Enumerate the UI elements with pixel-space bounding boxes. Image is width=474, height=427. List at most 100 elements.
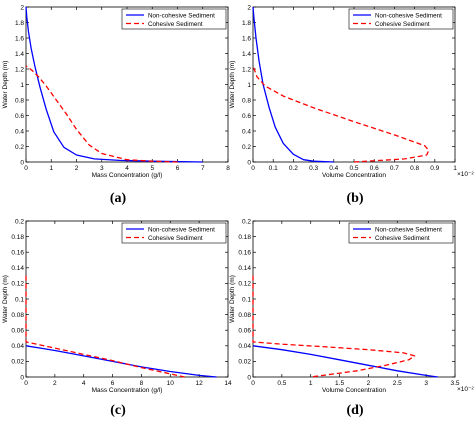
x-tick-label: 0.2 [289, 165, 298, 172]
legend-label: Non-cohesive Sediment [375, 226, 442, 233]
y-tick-label: 0.6 [242, 113, 251, 120]
y-tick-label: 1.4 [242, 51, 251, 58]
x-tick-label: 3 [100, 165, 104, 172]
legend-d: Non-cohesive Sediment Cohesive Sediment [348, 222, 454, 244]
series-line-non-cohesive [25, 6, 203, 163]
y-tick-label: 0.2 [15, 144, 24, 151]
legend-label: Cohesive Sediment [375, 235, 430, 242]
y-tick-label: 1.6 [242, 35, 251, 42]
x-tick-label: 8 [140, 380, 144, 387]
y-tick-label: 1.2 [242, 66, 251, 73]
y-tick-label: 0.8 [15, 97, 24, 104]
caption-a: (a) [109, 191, 127, 206]
x-tick-label: 3.5 [450, 380, 459, 387]
y-tick-label: 0.4 [15, 128, 24, 135]
y-tick-label: 0.8 [242, 97, 251, 104]
series-line-non-cohesive [25, 345, 217, 378]
y-tick-label: 0.4 [242, 128, 251, 135]
plot-area-a [25, 6, 229, 163]
y-tick-label: 0.18 [11, 234, 24, 241]
legend-a: Non-cohesive Sediment Cohesive Sediment [121, 8, 227, 30]
x-tick-label: 2 [367, 380, 371, 387]
y-tick-label: 0.08 [11, 312, 24, 319]
x-tick-label: 0 [24, 380, 28, 387]
caption-c: (c) [110, 403, 126, 418]
y-tick-label: 2 [20, 4, 24, 11]
y-tick-label: 0.04 [11, 343, 24, 350]
panel-d: 0 0.5 1 1.5 2 2.5 3 3.5 0 0.02 0.04 0.06 0.08 0.1 0.12… [229, 218, 474, 394]
x-tick-label: 4 [125, 165, 129, 172]
y-tick-label: 0 [247, 159, 251, 166]
x-tick-label: 2 [53, 380, 57, 387]
x-tick-label: 0.5 [349, 165, 358, 172]
x-tick-label: 0.4 [329, 165, 338, 172]
y-tick-label: 0.16 [11, 250, 24, 257]
legend-label: Cohesive Sediment [148, 21, 203, 28]
x-tick-label: 5 [150, 165, 154, 172]
x-axis-label: Mass Concentration (g/l) [92, 387, 163, 394]
y-tick-label: 0.16 [238, 250, 251, 257]
legend-label: Cohesive Sediment [375, 21, 430, 28]
series-line-cohesive [252, 275, 416, 378]
y-tick-label: 0.1 [15, 296, 24, 303]
x-tick-label: 4 [82, 380, 86, 387]
legend-c: Non-cohesive Sediment Cohesive Sediment [121, 222, 227, 244]
series-line-cohesive [25, 65, 178, 163]
panel-b: 0 0.1 0.2 0.3 0.4 0.5 0.6 0.7 0.8 0.9 1 0 0.2 0.4 0.6 0… [229, 4, 474, 179]
legend-label: Non-cohesive Sediment [375, 12, 442, 19]
y-tick-label: 0.2 [242, 144, 251, 151]
y-tick-label: 0.6 [15, 113, 24, 120]
y-tick-label: 0 [20, 159, 24, 166]
series-line-non-cohesive [252, 6, 334, 163]
x-tick-label: 6 [111, 380, 115, 387]
y-tick-label: 0.12 [238, 281, 251, 288]
y-tick-label: 1.2 [15, 66, 24, 73]
x-axis-exponent: ×10⁻² [457, 386, 474, 393]
x-tick-label: 0 [251, 165, 255, 172]
y-tick-label: 0.04 [238, 343, 251, 350]
legend-box [121, 222, 227, 244]
y-tick-label: 2 [247, 4, 251, 11]
y-axis-label: Water Depth (m) [229, 275, 236, 323]
y-tick-label: 0.08 [238, 312, 251, 319]
x-axis-label: Volume Concentration [322, 172, 386, 179]
x-tick-label: 0.5 [277, 380, 286, 387]
y-tick-label: 0.1 [242, 296, 251, 303]
y-tick-label: 1 [20, 82, 24, 89]
plot-area-d [252, 220, 456, 378]
y-tick-label: 0.06 [238, 328, 251, 335]
x-tick-label: 2.5 [393, 380, 402, 387]
x-axis-exponent: ×10⁻² [457, 171, 474, 178]
x-tick-label: 3 [424, 380, 428, 387]
x-axis-label: Mass Concentration (g/l) [92, 172, 163, 179]
caption-d: (d) [346, 403, 364, 418]
legend-label: Non-cohesive Sediment [148, 226, 215, 233]
y-tick-label: 1.8 [15, 20, 24, 27]
x-tick-label: 1 [309, 380, 313, 387]
y-tick-label: 0 [247, 374, 251, 381]
y-tick-label: 0.2 [242, 218, 251, 225]
y-tick-label: 0.02 [238, 359, 251, 366]
x-tick-label: 0 [24, 165, 28, 172]
legend-box [348, 8, 454, 30]
caption-b: (b) [346, 191, 364, 206]
legend-b: Non-cohesive Sediment Cohesive Sediment [348, 8, 454, 30]
x-tick-label: 0.6 [370, 165, 379, 172]
x-tick-label: 0.9 [430, 165, 439, 172]
x-tick-label: 0.7 [390, 165, 399, 172]
panel-c: 0 2 4 6 8 10 12 14 0 0.02 0.04 0.06 0.08 0.1 0.12 0.14 0… [2, 218, 232, 394]
legend-box [348, 222, 454, 244]
y-tick-label: 0.2 [15, 218, 24, 225]
series-line-non-cohesive [252, 345, 438, 378]
x-tick-label: 0 [251, 380, 255, 387]
legend-label: Non-cohesive Sediment [148, 12, 215, 19]
y-tick-label: 1 [247, 82, 251, 89]
x-tick-label: 7 [201, 165, 205, 172]
x-tick-label: 0.3 [309, 165, 318, 172]
panel-a: 0 1 2 3 4 5 6 7 8 0 0.2 0.4 0.6 0.8 1 1.2 1.4 1.6 1.8 2 Mass… [2, 4, 230, 179]
legend-label: Cohesive Sediment [148, 235, 203, 242]
y-tick-label: 0 [20, 374, 24, 381]
plot-area-b [252, 6, 456, 163]
